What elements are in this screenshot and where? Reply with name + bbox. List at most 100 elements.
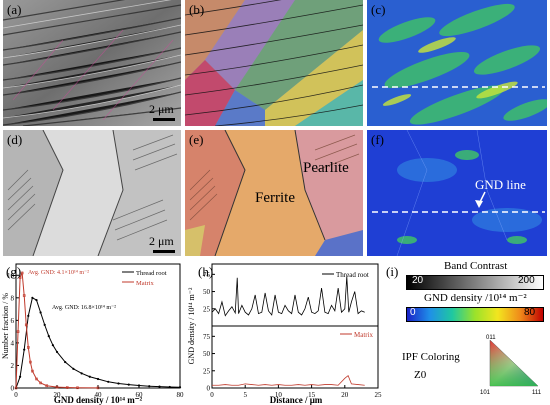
chart-h-xlabel: Distance / μm: [270, 395, 323, 405]
panel-i-legends: (i) Band Contrast 20 200 GND density /10…: [384, 260, 550, 405]
scale-label: 2 μm: [149, 234, 174, 248]
chart-g-point: [26, 346, 30, 349]
panel-label: (b): [189, 2, 205, 17]
panel-h-chart: GND density / 10¹⁴ m⁻² Distance / μm Thr…: [186, 260, 382, 405]
panel-label: (e): [189, 132, 204, 147]
scale-bar: [153, 118, 175, 121]
chart-g-point: [43, 323, 46, 326]
chart-g-point: [24, 323, 28, 327]
chart-g-point: [88, 375, 91, 378]
panel-label: (g): [6, 264, 22, 279]
chart-g-point: [16, 330, 20, 333]
chart-g-xtick-label: 80: [177, 391, 185, 399]
phase-map-e: [185, 130, 363, 256]
panel-label: (f): [371, 132, 384, 147]
band-contrast-min: 20: [412, 275, 424, 286]
chart-g-point: [23, 348, 26, 351]
chart-g-point: [47, 335, 50, 338]
ipf-011: 011: [486, 335, 496, 341]
chart-g-annot-matrix: Avg. GND: 4.1×10¹⁴ m⁻²: [28, 270, 89, 276]
ipf-title: IPF Coloring: [402, 351, 460, 363]
gnd-density-title: GND density /10¹⁴ m⁻²: [424, 292, 527, 304]
chart-g-ytick-label: 6: [11, 317, 15, 325]
chart-h-xtick-label: 10: [275, 391, 283, 399]
chart-g-point: [18, 276, 22, 279]
chart-g-series-thread-root: [15, 297, 181, 389]
chart-h-xtick-label: 5: [243, 391, 247, 399]
gnd-line-label: GND line: [475, 177, 526, 192]
band-contrast-colorbar: [406, 275, 544, 290]
panel-label: (d): [7, 132, 23, 147]
chart-g-point: [80, 372, 83, 375]
chart-g-point: [39, 381, 42, 385]
scale-label: 2 μm: [149, 102, 174, 116]
chart-g-point: [64, 360, 67, 364]
band-contrast-title: Band Contrast: [444, 260, 508, 272]
chart-g-ytick-label: 4: [11, 339, 15, 347]
chart-h-legend-matrix: Matrix: [354, 331, 374, 339]
chart-g-point: [117, 382, 120, 385]
panel-d-band-contrast: (d) 2 μm: [3, 130, 181, 256]
chart-g-point: [14, 386, 18, 390]
chart-g-point: [76, 386, 79, 390]
chart-g-point: [19, 375, 22, 378]
chart-g-point: [51, 344, 55, 347]
chart-g-ytick-label: 0: [11, 385, 15, 393]
chart-g-point: [45, 384, 49, 388]
pearlite-label: Pearlite: [303, 160, 349, 176]
chart-h-xtick-label: 0: [210, 391, 214, 399]
chart-h-ytick-label: 75: [203, 271, 211, 279]
panel-label: (a): [7, 2, 22, 17]
chart-g-point: [27, 314, 30, 317]
chart-g-point: [29, 360, 32, 364]
gnd-map-c: [367, 0, 547, 126]
chart-g-ytick-label: 2: [11, 362, 15, 370]
chart-g-xtick-label: 20: [54, 391, 62, 399]
chart-h-xtick-label: 20: [341, 391, 349, 399]
chart-h-ytick-label: 25: [203, 367, 211, 375]
panel-label: (h): [198, 264, 214, 279]
chart-h-ytick-label: 75: [203, 333, 211, 341]
chart-h-ylabel: GND density / 10¹⁴ m⁻²: [187, 287, 196, 364]
chart-g-point: [72, 367, 75, 370]
chart-g-point: [168, 385, 171, 389]
legend-matrix: Matrix: [136, 280, 154, 287]
chart-g-annot-thread: Avg. GND: 16.8×10¹⁴ m⁻²: [52, 305, 116, 311]
ipf-sub: Z0: [414, 369, 427, 381]
chart-g-point: [107, 380, 110, 383]
gnd-density-min: 0: [410, 307, 416, 318]
chart-g-point: [31, 369, 34, 373]
chart-g-xtick-label: 60: [136, 391, 144, 399]
band-contrast-image-a: [3, 0, 181, 126]
chart-g-point: [55, 385, 59, 389]
chart-h-ytick-label: 50: [203, 350, 211, 358]
chart-g-point: [39, 311, 42, 314]
ipf-triangle: 011 101 111: [480, 335, 542, 396]
chart-g-point: [22, 294, 26, 297]
chart-h-gnd-line-profile: GND density / 10¹⁴ m⁻² Distance / μm Thr…: [187, 263, 383, 405]
chart-g-point: [35, 298, 38, 302]
chart-g-ylabel: Number fraction / %: [1, 293, 10, 359]
panel-e-phase-map: (e) Ferrite Pearlite: [185, 130, 363, 256]
chart-g-series-matrix: [15, 271, 99, 389]
chart-g-point: [96, 377, 100, 381]
chart-g-xtick-label: 40: [95, 391, 103, 399]
chart-g-point: [35, 377, 38, 381]
chart-h-legend-thread: Thread root: [336, 271, 369, 279]
chart-h-series-matrix: [212, 374, 365, 386]
chart-h-frame-bottom: [211, 325, 379, 389]
chart-h-xtick-label: 25: [375, 391, 383, 399]
chart-g-point: [20, 271, 24, 275]
panel-label: (i): [386, 264, 399, 279]
chart-g-point: [158, 385, 161, 388]
chart-g-gnd-distribution: Number fraction / % GND density / 10¹⁴ m…: [1, 263, 185, 405]
chart-h-ytick-label: 25: [203, 305, 211, 313]
gnd-density-max: 80: [524, 307, 536, 318]
chart-g-xtick-label: 0: [14, 391, 18, 399]
ipf-101: 101: [480, 390, 491, 396]
ferrite-label: Ferrite: [255, 190, 295, 206]
chart-h-series-thread-root: [211, 276, 365, 317]
chart-h-ytick-label: 50: [203, 288, 211, 296]
gnd-map-f: [367, 130, 547, 256]
chart-g-ytick-label: 8: [11, 294, 15, 302]
